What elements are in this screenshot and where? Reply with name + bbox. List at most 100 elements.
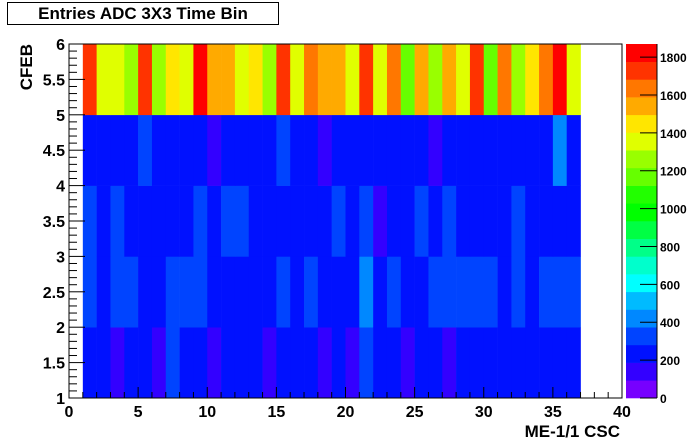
palette-swatch: [626, 362, 657, 381]
heatmap-cell: [539, 114, 554, 186]
x-tick-label: 35: [544, 404, 562, 421]
heatmap-cell: [345, 114, 360, 186]
palette-tick-label: 1000: [660, 203, 687, 217]
heatmap-cell: [207, 327, 222, 399]
heatmap-cell: [428, 44, 443, 116]
heatmap-cell: [82, 256, 97, 328]
heatmap-cell: [151, 44, 167, 116]
y-tick-label: 2.5: [43, 285, 65, 302]
palette-swatch: [626, 380, 657, 399]
heatmap-cell: [400, 256, 415, 328]
heatmap-cell: [179, 114, 194, 186]
heatmap-cell: [207, 185, 222, 257]
heatmap-cell: [373, 44, 388, 116]
x-tick-label: 30: [475, 404, 493, 421]
x-tick-label: 10: [198, 404, 216, 421]
heatmap-cell: [138, 44, 153, 116]
heatmap-cell: [497, 114, 512, 186]
heatmap-cell: [290, 256, 305, 328]
heatmap-cell: [373, 327, 388, 399]
heatmap-cell: [400, 185, 415, 257]
palette-tick-label: 1800: [660, 51, 687, 65]
heatmap-cell: [290, 327, 305, 399]
palette-swatch: [626, 238, 657, 257]
heatmap-cell: [442, 327, 457, 399]
y-tick-label: 4.5: [43, 143, 65, 160]
heatmap-cell: [331, 44, 346, 116]
palette-swatch: [626, 185, 657, 204]
palette-swatch: [626, 61, 657, 80]
palette-tick-label: 0: [660, 392, 667, 406]
heatmap-cell: [151, 185, 167, 257]
heatmap-cell: [483, 256, 498, 328]
heatmap-cell: [138, 185, 153, 257]
heatmap-cell: [483, 44, 498, 116]
heatmap-cell: [442, 256, 457, 328]
heatmap-cell: [234, 44, 250, 116]
heatmap-cell: [552, 44, 567, 116]
heatmap-cell: [497, 327, 512, 399]
palette-tick-label: 200: [660, 354, 680, 368]
heatmap-cell: [96, 185, 111, 257]
heatmap-cell: [124, 327, 139, 399]
heatmap-cell: [165, 114, 180, 186]
x-tick-label: 20: [337, 404, 355, 421]
heatmap-cell: [317, 44, 332, 116]
heatmap-cell: [193, 44, 208, 116]
palette-swatch: [626, 344, 657, 363]
heatmap-cell: [469, 327, 485, 399]
heatmap-cell: [552, 327, 567, 399]
heatmap-cell: [110, 256, 125, 328]
heatmap-cell: [525, 327, 540, 399]
palette-tick-label: 1200: [660, 165, 687, 179]
heatmap-cell: [248, 256, 263, 328]
heatmap-cell: [193, 185, 208, 257]
heatmap-cell: [110, 44, 125, 116]
heatmap-cell: [386, 256, 402, 328]
heatmap-cell: [234, 256, 250, 328]
palette-swatch: [626, 79, 657, 98]
heatmap-cell: [276, 114, 291, 186]
palette-swatch: [626, 221, 657, 239]
heatmap-cell: [511, 114, 526, 186]
palette-swatch: [626, 44, 657, 62]
heatmap-cell: [248, 114, 263, 186]
heatmap-cell: [414, 44, 429, 116]
heatmap-cell: [96, 44, 111, 116]
palette-swatch: [626, 291, 657, 310]
heatmap-cell: [304, 185, 319, 257]
heatmap-cell: [400, 44, 415, 116]
palette-swatch: [626, 132, 657, 151]
heatmap-cell: [110, 327, 125, 399]
heatmap-cell: [193, 114, 208, 186]
heatmap-cell: [525, 185, 540, 257]
heatmap-cell: [248, 44, 263, 116]
y-tick-label: 4: [56, 179, 65, 196]
heatmap-cell: [248, 185, 263, 257]
heatmap-cell: [552, 185, 567, 257]
heatmap-cell: [386, 44, 402, 116]
heatmap-cell: [165, 256, 180, 328]
y-axis-label: CFEB: [17, 44, 36, 90]
heatmap-cell: [456, 114, 471, 186]
heatmap-cell: [566, 185, 581, 257]
heatmap-cell: [151, 114, 167, 186]
heatmap-cell: [428, 114, 443, 186]
heatmap-cell: [234, 327, 250, 399]
heatmap-cell: [552, 114, 567, 186]
heatmap-cell: [483, 327, 498, 399]
heatmap-cell: [539, 327, 554, 399]
heatmap-cell: [82, 327, 97, 399]
y-tick-label: 5: [56, 108, 65, 125]
heatmap-cell: [566, 327, 581, 399]
heatmap-cell: [262, 256, 277, 328]
palette-swatch: [626, 327, 657, 346]
heatmap-cell: [304, 114, 319, 186]
heatmap-cell: [497, 44, 512, 116]
heatmap-cell: [345, 327, 360, 399]
heatmap-cell: [566, 114, 581, 186]
heatmap-cell: [276, 256, 291, 328]
heatmap-cell: [151, 256, 167, 328]
heatmap-cell: [525, 114, 540, 186]
heatmap-cell: [82, 185, 97, 257]
